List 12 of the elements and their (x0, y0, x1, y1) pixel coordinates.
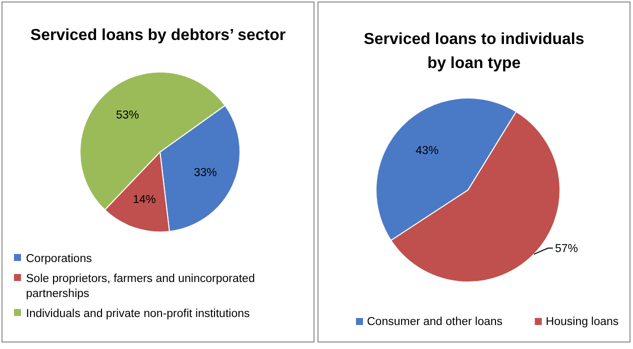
legend-label: Individuals and private non-profit institutions (26, 308, 250, 320)
legend-label: Sole proprietors, farmers and unincorporated partnerships (26, 273, 255, 300)
chart-title: Serviced loans to individuals by loan type (364, 31, 584, 72)
data-label: 57% (554, 243, 578, 256)
data-label: 33% (194, 167, 217, 180)
legend-label: Corporations (26, 253, 92, 265)
data-label: 14% (132, 194, 156, 206)
legend-label: Housing loans (546, 316, 619, 328)
data-label: 53% (116, 110, 139, 122)
legend-label: Consumer and other loans (367, 316, 503, 328)
chart-title: Serviced loans by debtors’ sector (30, 27, 286, 44)
data-label: 43% (416, 145, 439, 158)
